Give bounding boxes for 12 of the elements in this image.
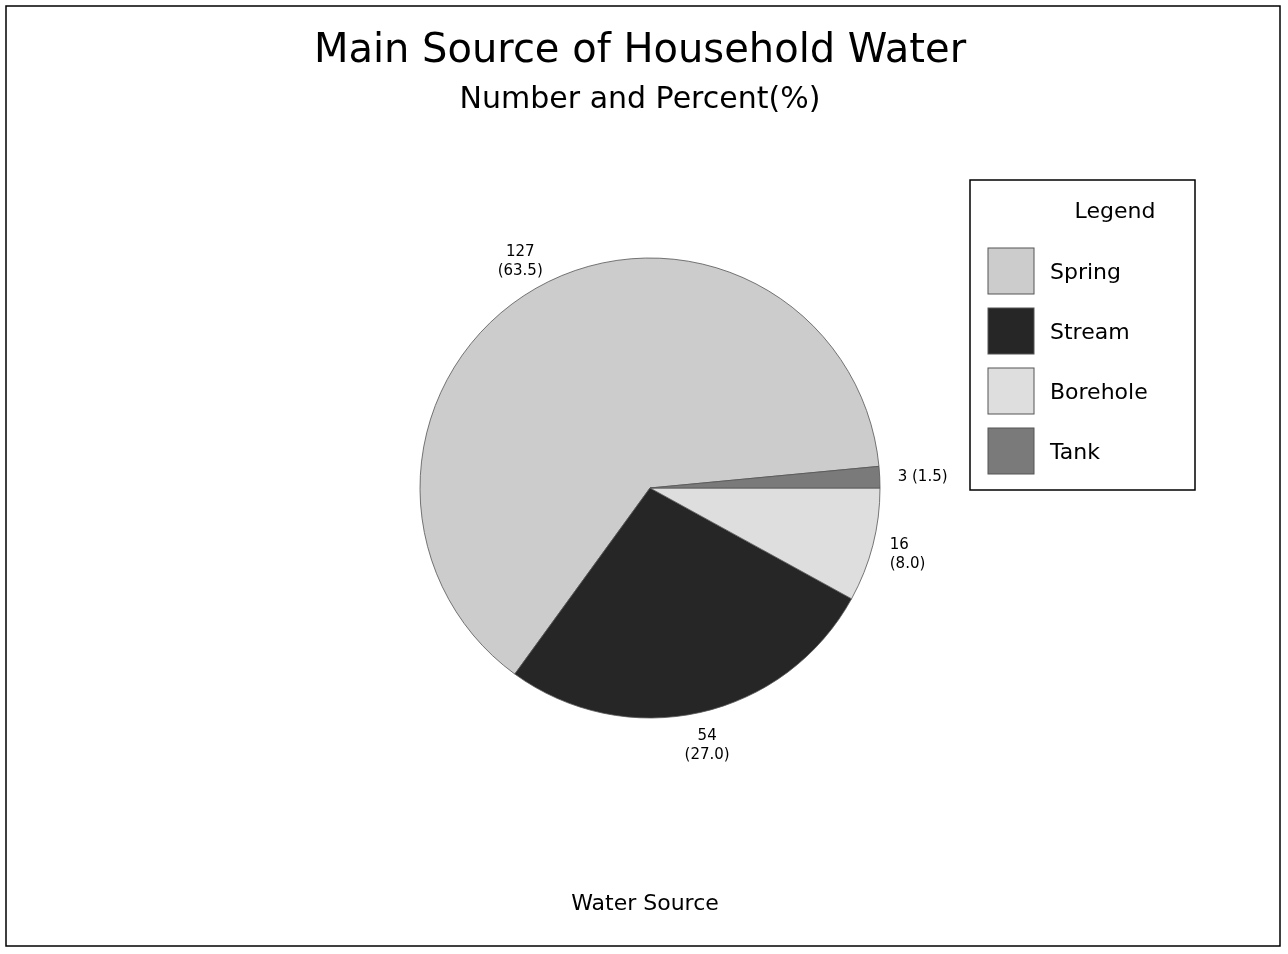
legend-label: Stream <box>1050 319 1130 344</box>
legend-label: Tank <box>1049 439 1101 464</box>
chart-title: Main Source of Household Water <box>313 25 967 71</box>
chart-subtitle: Number and Percent(%) <box>459 80 821 115</box>
legend-label: Spring <box>1050 259 1121 284</box>
data-label: 127 (63.5) <box>497 242 543 280</box>
legend-label: Borehole <box>1050 379 1148 404</box>
data-label: 3 (1.5) <box>897 466 948 485</box>
data-label: 16 (8.0) <box>889 535 926 573</box>
data-label: 54 (27.0) <box>684 725 730 763</box>
legend-title: Legend <box>1074 198 1156 223</box>
text: Water Source <box>571 890 719 915</box>
